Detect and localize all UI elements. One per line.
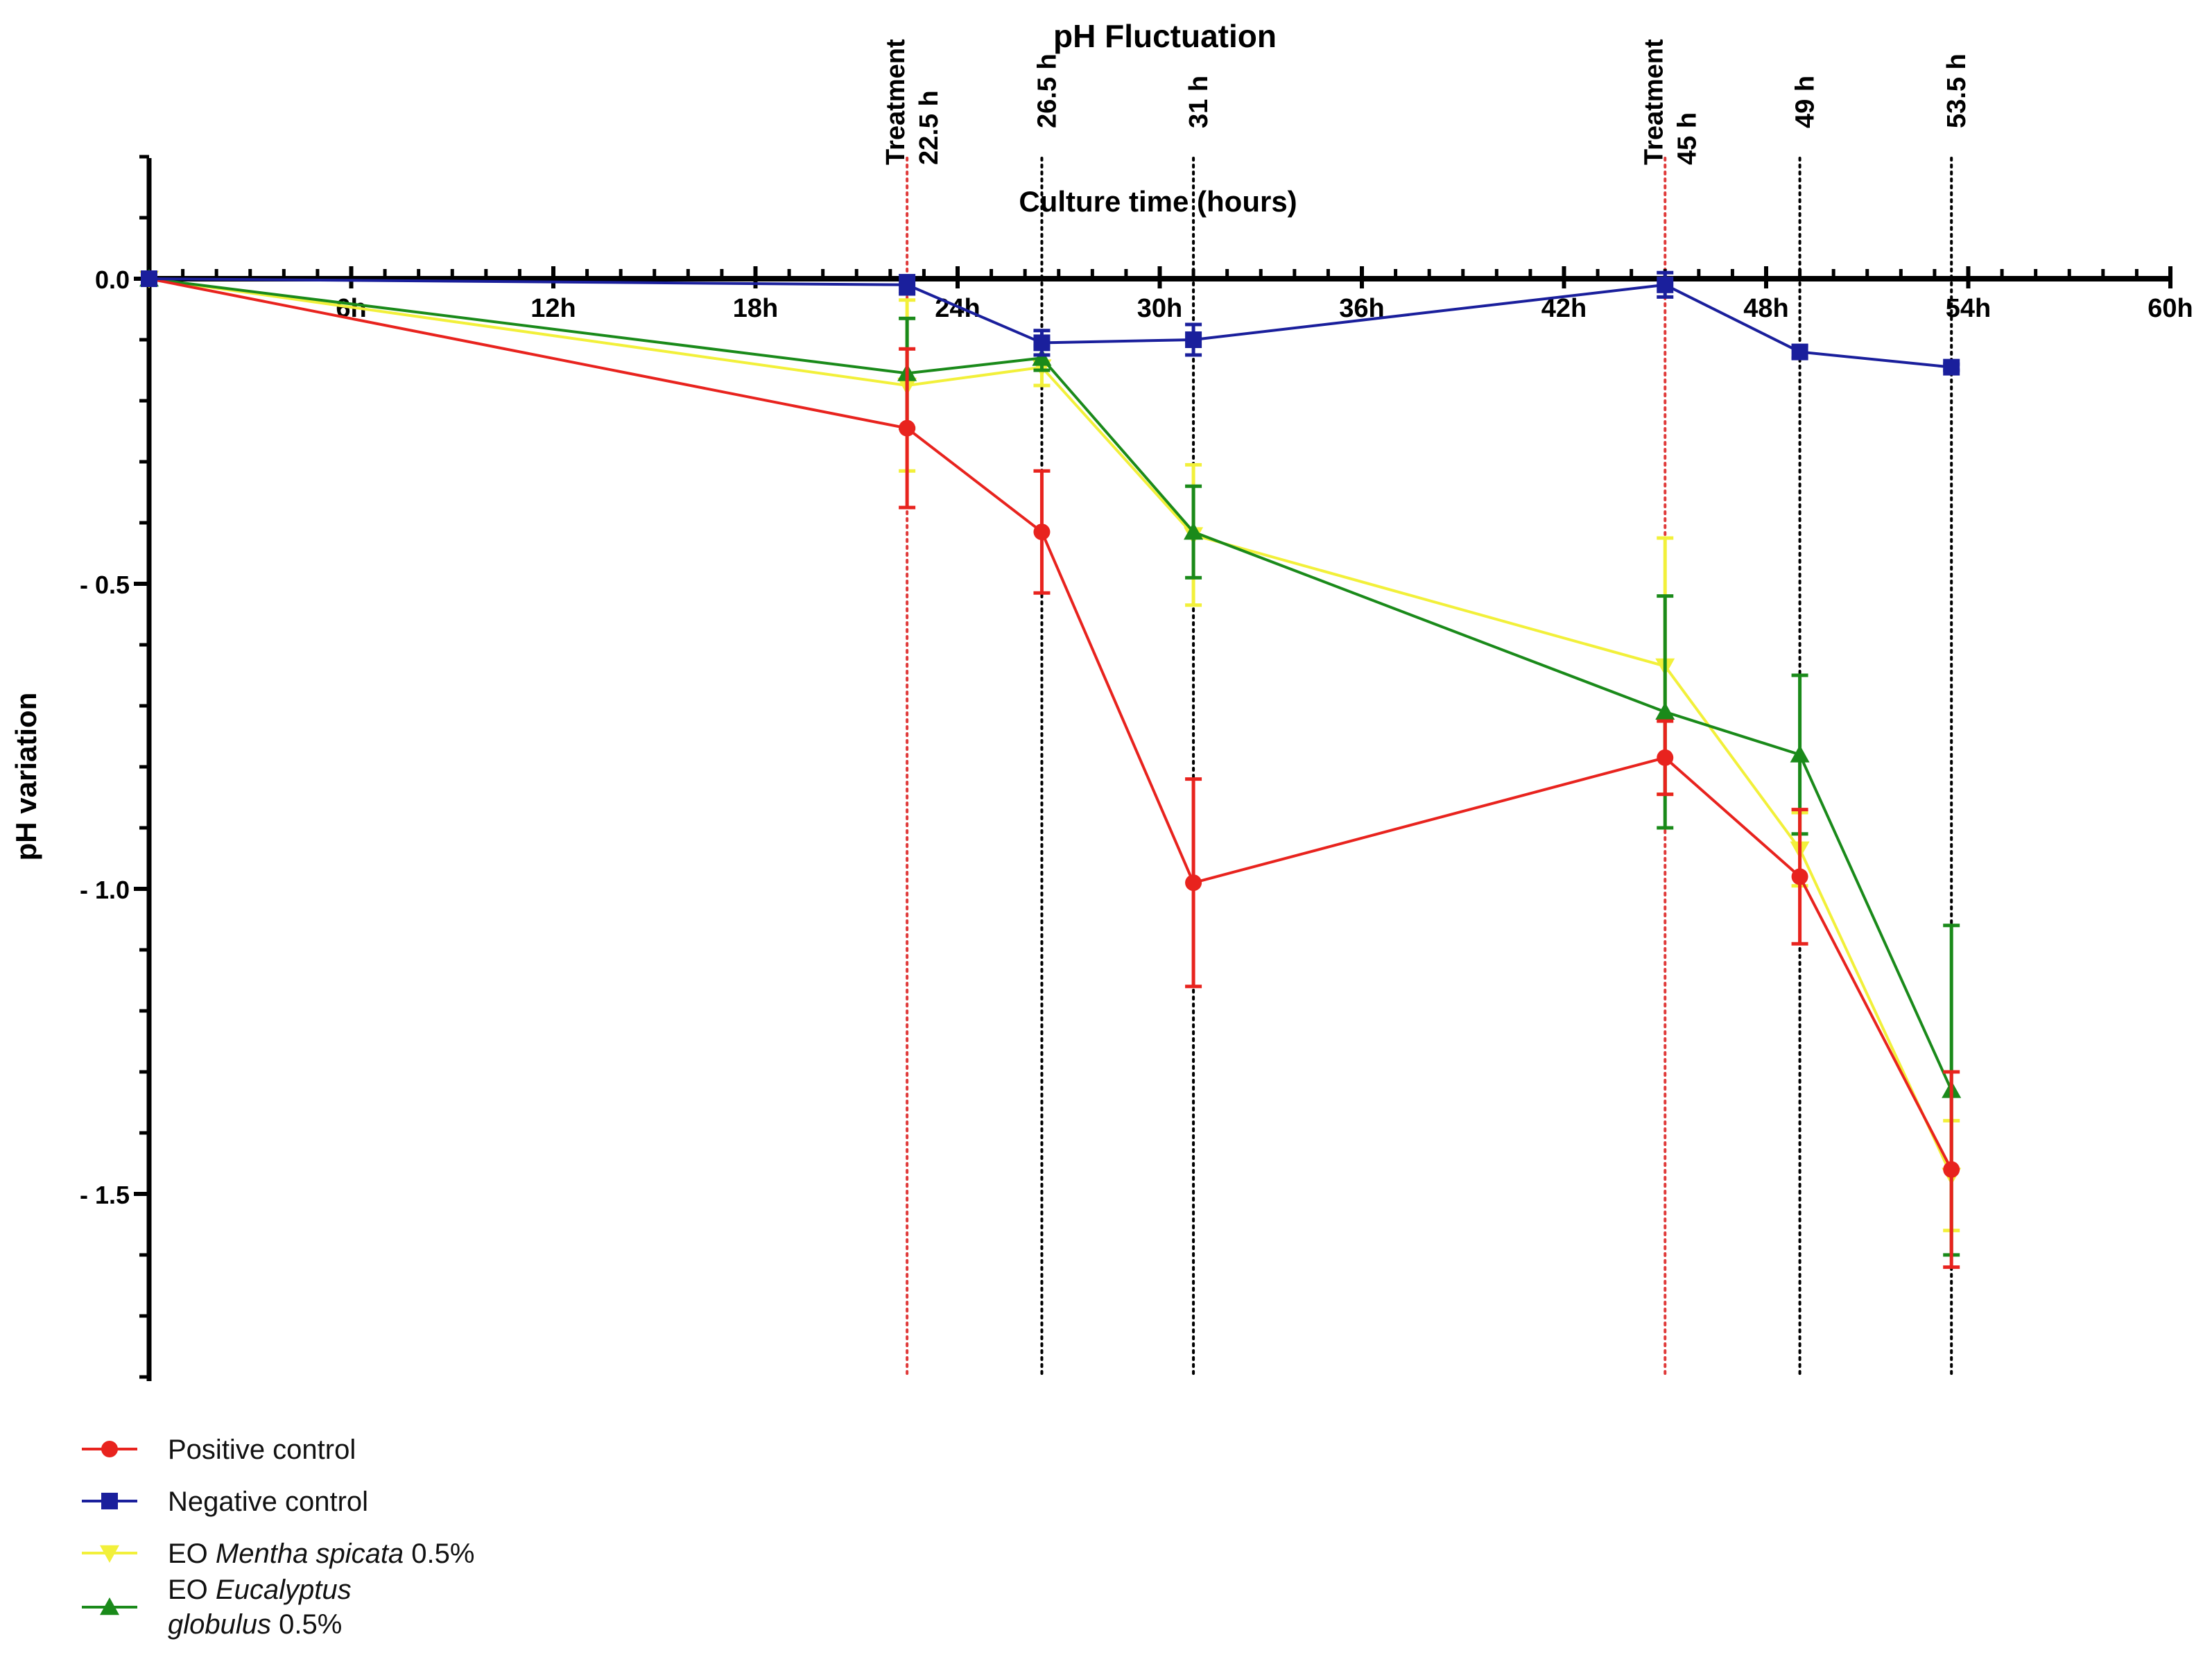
chart-title: pH Fluctuation <box>1053 18 1277 54</box>
series-eo-eucalyptus-globulus-0-5- <box>139 269 1962 1257</box>
reference-label-text: 26.5 h <box>1032 53 1062 128</box>
legend-item-positive-control: Positive control <box>82 1435 356 1465</box>
data-point <box>1791 343 1808 361</box>
legend-label: EO Eucalyptus globulus 0.5% <box>168 1575 352 1640</box>
legend-marker <box>100 1597 119 1615</box>
reference-label-26.5: 26.5 h <box>1032 53 1062 128</box>
reference-label-53.5: 53.5 h <box>1942 53 1971 128</box>
data-point <box>1657 276 1674 293</box>
legend-marker <box>101 1441 118 1457</box>
data-point <box>1185 874 1202 892</box>
reference-label-text: 22.5 h <box>915 90 944 165</box>
legend-marker <box>100 1545 119 1563</box>
y-tick-label: 0.0 <box>95 266 130 294</box>
data-point <box>899 419 916 437</box>
data-point <box>1791 868 1808 885</box>
y-axis-label: pH variation <box>10 693 42 861</box>
data-point <box>1033 334 1051 352</box>
series-negative-control <box>141 270 1960 376</box>
data-point <box>1657 749 1674 766</box>
y-tick-label: - 1.5 <box>80 1181 130 1209</box>
data-point <box>1943 1161 1960 1178</box>
data-point <box>1184 522 1204 540</box>
reference-label-text: 45 h <box>1673 112 1702 165</box>
data-point <box>1185 331 1202 348</box>
reference-label-text: Treatment <box>1639 39 1668 165</box>
x-tick-label: 30h <box>1137 294 1182 323</box>
data-point <box>141 270 157 287</box>
legend-label: Positive control <box>168 1435 356 1465</box>
x-tick-label: 54h <box>1946 294 1991 323</box>
series-line <box>148 277 1953 1177</box>
reference-label-22.5: Treatment 22.5 h <box>881 39 944 165</box>
legend-label: Negative control <box>168 1487 368 1517</box>
x-tick-label: 48h <box>1743 294 1788 323</box>
series-line <box>148 277 1953 1170</box>
y-tick-label: - 0.5 <box>80 571 130 599</box>
series-positive-control <box>141 270 1960 1269</box>
reference-label-text: 53.5 h <box>1942 53 1971 128</box>
legend-item-eo-eucalyptus-globulus-0-5-: EO Eucalyptus globulus 0.5% <box>82 1575 352 1640</box>
series-line <box>148 277 1953 1091</box>
legend-marker <box>101 1493 118 1509</box>
data-point <box>1790 745 1810 763</box>
data-point <box>1655 702 1675 720</box>
data-point <box>1033 523 1051 541</box>
legend-label: EO Mentha spicata 0.5% <box>168 1539 474 1569</box>
x-tick-label: 18h <box>733 294 778 323</box>
legend-item-negative-control: Negative control <box>82 1487 368 1517</box>
data-point <box>1943 358 1960 376</box>
series-eo-mentha-spicata-0-5- <box>139 270 1962 1233</box>
data-point <box>1032 348 1052 366</box>
reference-label-45: Treatment 45 h <box>1639 39 1702 165</box>
reference-label-49: 49 h <box>1791 76 1820 128</box>
legend: Positive control Negative control EO Menth… <box>82 1435 474 1640</box>
x-tick-label: 12h <box>530 294 576 323</box>
reference-label-text: 31 h <box>1184 76 1213 128</box>
y-tick-label: - 1.0 <box>80 876 130 904</box>
reference-lines: Treatment 22.5 h 26.5 h 31 h Treatment 45 h49… <box>881 39 1971 1378</box>
reference-label-text: Treatment <box>881 39 910 165</box>
x-axis-label: Culture time (hours) <box>1019 185 1297 218</box>
data-point <box>899 276 916 293</box>
reference-label-text: 49 h <box>1791 76 1820 128</box>
reference-label-31: 31 h <box>1184 76 1213 128</box>
legend-item-eo-mentha-spicata-0-5-: EO Mentha spicata 0.5% <box>82 1539 474 1569</box>
data-series <box>139 269 1962 1269</box>
series-line <box>148 277 1952 369</box>
x-tick-label: 60h <box>2148 294 2193 323</box>
